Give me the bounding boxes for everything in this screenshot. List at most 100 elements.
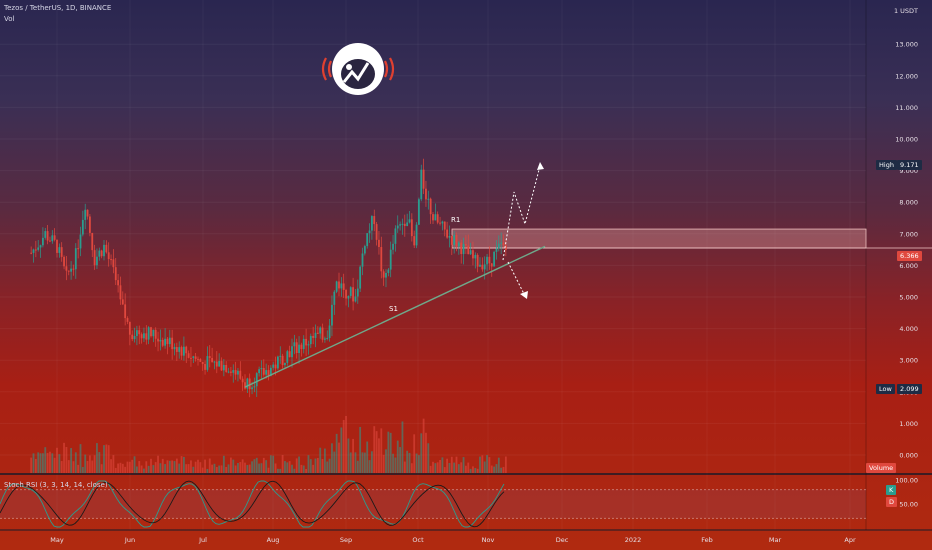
- candle-body: [305, 338, 307, 346]
- volume-bar: [446, 458, 448, 473]
- resistance-zone: [451, 228, 867, 249]
- volume-bar: [319, 447, 322, 473]
- candle-body: [164, 338, 166, 346]
- candle-body: [356, 288, 359, 297]
- candle-body: [500, 242, 503, 244]
- volume-bar: [324, 448, 326, 473]
- candle-body: [81, 219, 84, 235]
- volume-bar: [105, 444, 108, 473]
- candle-body: [237, 370, 239, 375]
- candle-body: [382, 271, 385, 278]
- volume-bar: [164, 464, 166, 473]
- volume-bar: [53, 457, 56, 473]
- volume-bar: [453, 462, 456, 473]
- volume-bar: [267, 467, 270, 473]
- price-tick-label: 4.000: [899, 325, 918, 333]
- volume-bar: [30, 457, 33, 473]
- volume-bar: [107, 445, 110, 473]
- candle-body: [218, 361, 221, 367]
- volume-bar: [281, 455, 284, 473]
- volume-bar: [309, 459, 312, 473]
- volume-bar: [175, 458, 178, 473]
- candle-body: [488, 256, 491, 264]
- volume-bar: [248, 464, 251, 473]
- stoch-rsi-label[interactable]: Stoch RSI (3, 3, 14, 14, close): [4, 481, 108, 489]
- candle-body: [302, 338, 305, 350]
- candle-body: [131, 334, 134, 340]
- volume-bar: [147, 465, 150, 473]
- volume-bar: [415, 453, 418, 473]
- volume-bar: [406, 450, 409, 473]
- r1-annotation: R1: [451, 216, 460, 224]
- volume-bar: [288, 461, 291, 473]
- volume-bar: [436, 462, 439, 473]
- price-tick-label: 11.000: [895, 104, 918, 112]
- volume-bar: [500, 467, 503, 473]
- candle-body: [152, 329, 155, 337]
- candle-body: [220, 361, 223, 371]
- volume-bar: [260, 463, 263, 473]
- volume-bar: [65, 447, 68, 473]
- volume-bar: [199, 462, 202, 473]
- candle-body: [450, 236, 453, 245]
- candle-body: [150, 327, 152, 337]
- candle-body: [281, 355, 284, 366]
- price-tick-label: 6.000: [899, 262, 918, 270]
- candle-body: [457, 242, 460, 247]
- volume-bar: [495, 464, 498, 473]
- volume-bar: [298, 456, 300, 473]
- candle-body: [319, 327, 322, 334]
- s1-annotation: S1: [389, 305, 398, 313]
- volume-bar: [133, 456, 136, 473]
- volume-bar: [465, 465, 467, 473]
- candle-body: [380, 247, 383, 272]
- volume-bar: [385, 449, 387, 473]
- candle-body: [326, 338, 329, 340]
- candle-body: [70, 268, 72, 272]
- candle-body: [124, 304, 127, 319]
- candle-body: [105, 244, 108, 253]
- price-tick-label: 13.000: [895, 41, 918, 49]
- volume-bar: [481, 455, 484, 473]
- candle-body: [86, 209, 89, 217]
- volume-bar: [51, 453, 54, 473]
- candle-body: [147, 327, 150, 340]
- candle-body: [180, 347, 183, 356]
- volume-bar: [63, 442, 65, 473]
- volume-bar: [450, 456, 453, 473]
- candle-body: [349, 287, 352, 296]
- candle-body: [44, 231, 47, 238]
- volume-bar: [490, 465, 493, 473]
- volume-bar: [204, 459, 206, 473]
- candle-body: [483, 264, 486, 270]
- candle-body: [227, 371, 230, 373]
- candle-body: [67, 270, 70, 272]
- volume-bar: [140, 465, 143, 473]
- volume-bar: [361, 452, 364, 473]
- trendline: [244, 245, 546, 388]
- candle-body: [107, 252, 110, 260]
- candle-body: [497, 243, 500, 249]
- candle-body: [230, 371, 232, 373]
- candle-body: [93, 250, 96, 266]
- candle-body: [410, 219, 413, 237]
- volume-bar: [96, 443, 98, 473]
- candle-body: [446, 229, 448, 238]
- volume-bar: [190, 460, 192, 473]
- volume-indicator-label[interactable]: Vol: [4, 15, 15, 23]
- candle-body: [298, 344, 300, 354]
- volume-bar: [286, 462, 289, 473]
- volume-bar: [338, 442, 340, 473]
- candle-body: [354, 296, 357, 302]
- volume-bar: [183, 456, 185, 473]
- volume-bar: [49, 451, 51, 473]
- projection-arrows: [502, 162, 544, 299]
- candle-body: [34, 249, 37, 251]
- volume-bar: [265, 460, 268, 473]
- rsi-d-badge: D: [886, 497, 898, 507]
- volume-bar: [239, 462, 242, 473]
- symbol-title[interactable]: Tezos / TetherUS, 1D, BINANCE: [4, 4, 112, 12]
- candle-body: [286, 351, 289, 363]
- candle-body: [422, 169, 425, 189]
